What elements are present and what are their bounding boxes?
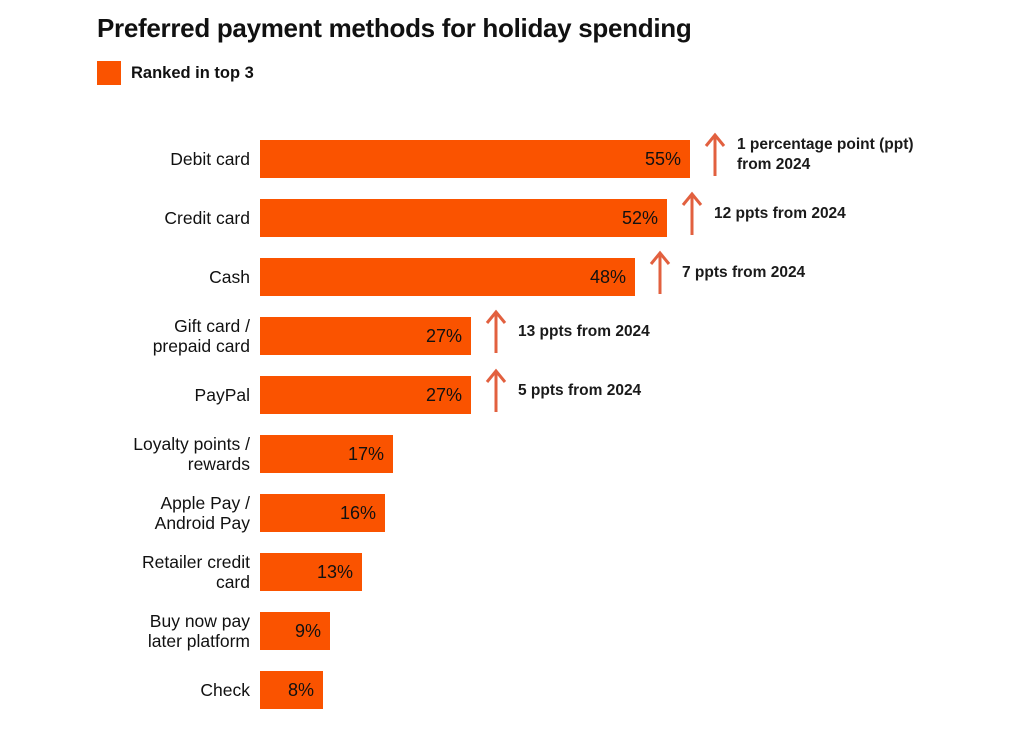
bar: 13% [260,553,362,591]
bar: 9% [260,612,330,650]
change-text: 5 ppts from 2024 [518,381,641,401]
change-annotation: 13 ppts from 2024 [483,309,650,355]
category-label: Retailer credit card [97,552,250,592]
bar-row-debit-card: Debit card 55% 1 percentage point (ppt) … [97,132,1012,178]
chart-header: Preferred payment methods for holiday sp… [97,12,1012,85]
change-text: 7 ppts from 2024 [682,263,805,283]
legend: Ranked in top 3 [97,61,1012,85]
bar: 27% [260,317,471,355]
up-arrow-icon [485,309,507,353]
category-label: PayPal [97,385,250,405]
change-text-line: 13 ppts from 2024 [518,323,650,340]
category-label-line: Debit card [170,149,250,169]
bar: 8% [260,671,323,709]
category-label-line: Retailer credit [142,552,250,572]
bar: 55% [260,140,690,178]
chart-title: Preferred payment methods for holiday sp… [97,13,692,43]
bar-value-label: 13% [316,561,353,582]
category-label-line: Android Pay [154,513,250,533]
up-arrow-icon [485,368,507,412]
bar: 16% [260,494,385,532]
bar: 17% [260,435,393,473]
change-text-line: 7 ppts from 2024 [682,264,806,281]
bar-row-credit-card: Credit card 52% 12 ppts from 2024 [97,191,1012,237]
up-arrow-icon [649,250,671,294]
category-label: Debit card [97,149,250,169]
change-text-line: 5 ppts from 2024 [518,382,642,399]
bar-row-cash: Cash 48% 7 ppts from 2024 [97,250,1012,296]
category-label-line: Loyalty points / [133,434,250,454]
category-label-line: Buy now pay [149,611,250,631]
change-annotation: 12 ppts from 2024 [679,191,846,237]
bar-row-gift-card: Gift card / prepaid card 27% 13 ppts fro… [97,309,1012,356]
change-text-line: 12 ppts from 2024 [714,205,846,222]
legend-swatch [97,61,121,85]
category-label-line: prepaid card [152,336,250,356]
category-label-line: later platform [147,631,250,651]
category-label-line: PayPal [194,385,250,405]
category-label: Loyalty points / rewards [97,434,250,474]
bar-value-label: 52% [621,207,658,228]
change-text-line: from 2024 [737,156,811,173]
bar-row-retailer-credit-card: Retailer credit card 13% [97,552,1012,592]
bar-chart: Debit card 55% 1 percentage point (ppt) … [97,132,1012,709]
change-text: 12 ppts from 2024 [714,204,846,224]
category-label-line: Credit card [164,208,250,228]
bar-value-label: 8% [287,679,314,700]
category-label: Apple Pay / Android Pay [97,493,250,533]
bar: 48% [260,258,635,296]
bar-value-label: 48% [589,266,626,287]
change-text: 1 percentage point (ppt) from 2024 [737,135,914,175]
bar-row-paypal: PayPal 27% 5 ppts from 2024 [97,368,1012,414]
category-label: Gift card / prepaid card [97,316,250,356]
bar-row-apple-pay: Apple Pay / Android Pay 16% [97,493,1012,533]
category-label: Cash [97,267,250,287]
change-annotation: 1 percentage point (ppt) from 2024 [702,132,914,178]
category-label-line: card [215,572,250,592]
bar-value-label: 55% [644,148,681,169]
category-label-line: Gift card / [174,316,250,336]
chart-page: Preferred payment methods for holiday sp… [97,12,1012,709]
change-text: 13 ppts from 2024 [518,322,650,342]
change-text-line: 1 percentage point (ppt) [737,136,914,153]
bar-value-label: 9% [294,620,321,641]
bar-value-label: 27% [425,325,462,346]
up-arrow-icon [704,132,726,176]
category-label-line: Apple Pay / [160,493,251,513]
legend-label: Ranked in top 3 [131,63,254,82]
bar-value-label: 16% [339,502,376,523]
category-label-line: Check [200,680,250,700]
category-label-line: Cash [209,267,250,287]
change-annotation: 5 ppts from 2024 [483,368,641,414]
bar: 52% [260,199,667,237]
category-label: Buy now pay later platform [97,611,250,651]
up-arrow-icon [681,191,703,235]
category-label: Credit card [97,208,250,228]
bar-row-bnpl: Buy now pay later platform 9% [97,611,1012,651]
bar-value-label: 17% [347,443,384,464]
category-label-line: rewards [187,454,250,474]
bar-value-label: 27% [425,384,462,405]
category-label: Check [97,680,250,700]
change-annotation: 7 ppts from 2024 [647,250,805,296]
bar-row-check: Check 8% [97,671,1012,709]
bar: 27% [260,376,471,414]
bar-row-loyalty-points: Loyalty points / rewards 17% [97,434,1012,474]
